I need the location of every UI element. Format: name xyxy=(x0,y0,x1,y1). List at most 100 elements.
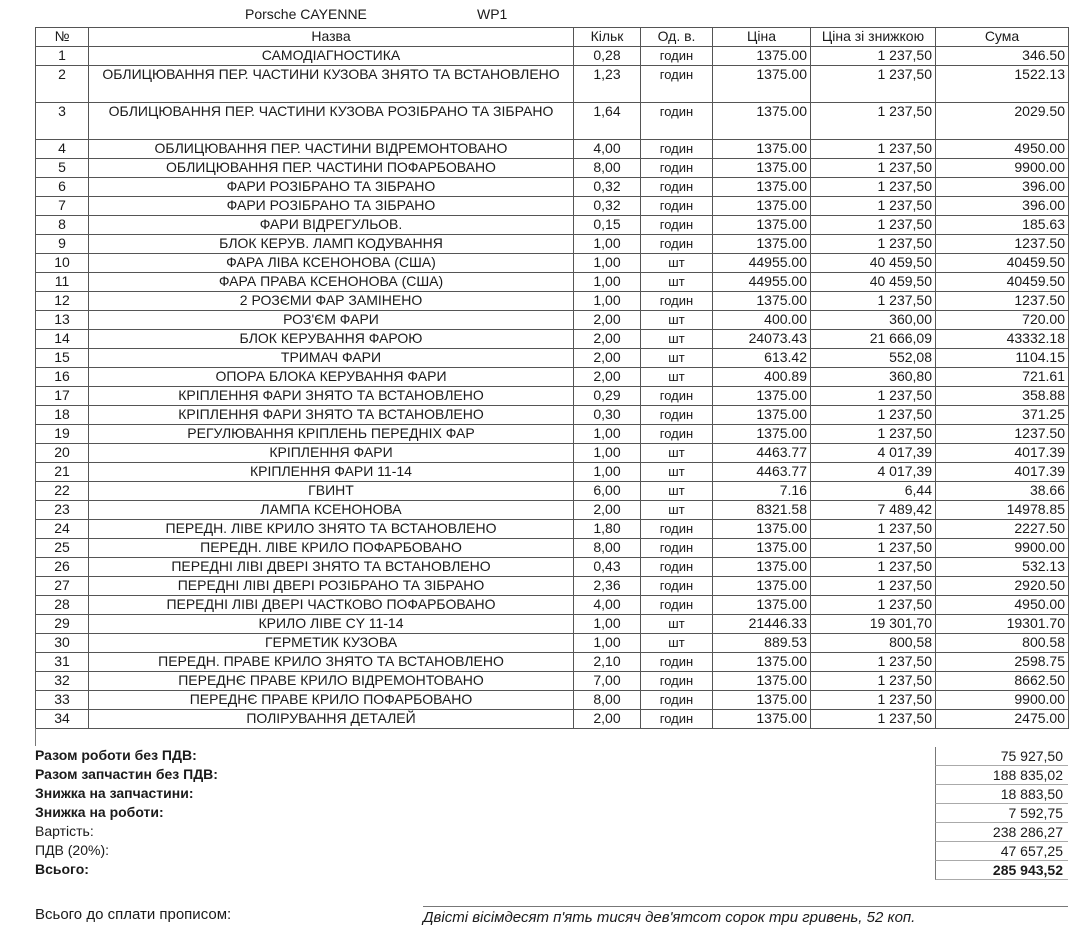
row-number: 23 xyxy=(35,500,89,520)
table-row: 34 ПОЛІРУВАННЯ ДЕТАЛЕЙ 2,00 годин 1375.00 1 2… xyxy=(35,709,1069,729)
quantity: 0,29 xyxy=(573,386,641,406)
unit: годин xyxy=(640,652,713,672)
row-number: 16 xyxy=(35,367,89,387)
unit: шт xyxy=(640,462,713,482)
total-label: Знижка на запчастини: xyxy=(35,785,194,801)
item-name: ПЕРЕДН. ЛІВЕ КРИЛО ЗНЯТО ТА ВСТАНОВЛЕНО xyxy=(88,519,574,539)
quantity: 7,00 xyxy=(573,671,641,691)
table-row: 18 КРІПЛЕННЯ ФАРИ ЗНЯТО ТА ВСТАНОВЛЕНО 0,3… xyxy=(35,405,1069,425)
price: 1375.00 xyxy=(712,690,811,710)
discount-price: 1 237,50 xyxy=(810,215,936,235)
quantity: 4,00 xyxy=(573,139,641,159)
price: 1375.00 xyxy=(712,595,811,615)
sum: 1522.13 xyxy=(935,65,1069,103)
vin-prefix: WP1 xyxy=(477,6,508,22)
total-value: 238 286,27 xyxy=(935,823,1068,842)
sum: 358.88 xyxy=(935,386,1069,406)
discount-price: 1 237,50 xyxy=(810,65,936,103)
col-qty-header: Кільк xyxy=(573,27,641,47)
sum: 396.00 xyxy=(935,196,1069,216)
table-row: 22 ГВИНТ 6,00 шт 7.16 6,44 38.66 xyxy=(35,481,1069,501)
item-name: ГЕРМЕТИК КУЗОВА xyxy=(88,633,574,653)
item-name: ОБЛИЦЮВАННЯ ПЕР. ЧАСТИНИ КУЗОВА РОЗІБРАН… xyxy=(88,102,574,140)
discount-price: 1 237,50 xyxy=(810,557,936,577)
price: 1375.00 xyxy=(712,538,811,558)
price: 21446.33 xyxy=(712,614,811,634)
price: 1375.00 xyxy=(712,234,811,254)
row-number: 19 xyxy=(35,424,89,444)
item-name: БЛОК КЕРУВ. ЛАМП КОДУВАННЯ xyxy=(88,234,574,254)
divider xyxy=(35,728,36,746)
sum: 38.66 xyxy=(935,481,1069,501)
row-number: 7 xyxy=(35,196,89,216)
unit: годин xyxy=(640,690,713,710)
col-name-header: Назва xyxy=(88,27,574,47)
sum: 1237.50 xyxy=(935,234,1069,254)
sum: 346.50 xyxy=(935,46,1069,66)
total-label: Разом запчастин без ПДВ: xyxy=(35,766,218,782)
discount-price: 1 237,50 xyxy=(810,46,936,66)
table-row: 30 ГЕРМЕТИК КУЗОВА 1,00 шт 889.53 800,58 800.5… xyxy=(35,633,1069,653)
row-number: 17 xyxy=(35,386,89,406)
quantity: 2,00 xyxy=(573,329,641,349)
price: 1375.00 xyxy=(712,46,811,66)
sum: 8662.50 xyxy=(935,671,1069,691)
row-number: 21 xyxy=(35,462,89,482)
amount-in-words: Двісті вісімдесят п'ять тисяч дев'ятсот … xyxy=(423,906,1068,926)
unit: шт xyxy=(640,253,713,273)
row-number: 33 xyxy=(35,690,89,710)
row-number: 20 xyxy=(35,443,89,463)
discount-price: 1 237,50 xyxy=(810,709,936,729)
table-row: 20 КРІПЛЕННЯ ФАРИ 1,00 шт 4463.77 4 017,39 401… xyxy=(35,443,1069,463)
table-row: 26 ПЕРЕДНІ ЛІВІ ДВЕРІ ЗНЯТО ТА ВСТАНОВЛЕН… xyxy=(35,557,1069,577)
total-label: Всього: xyxy=(35,861,89,877)
row-number: 12 xyxy=(35,291,89,311)
sum: 2475.00 xyxy=(935,709,1069,729)
table-row: 23 ЛАМПА КСЕНОНОВА 2,00 шт 8321.58 7 489,42 14… xyxy=(35,500,1069,520)
sum: 396.00 xyxy=(935,177,1069,197)
unit: шт xyxy=(640,310,713,330)
discount-price: 1 237,50 xyxy=(810,196,936,216)
discount-price: 1 237,50 xyxy=(810,139,936,159)
price: 1375.00 xyxy=(712,386,811,406)
table-row: 10 ФАРА ЛІВА КСЕНОНОВА (США) 1,00 шт 44955.0… xyxy=(35,253,1069,273)
row-number: 9 xyxy=(35,234,89,254)
table-row: 33 ПЕРЕДНЄ ПРАВЕ КРИЛО ПОФАРБОВАНО 8,00 год… xyxy=(35,690,1069,710)
discount-price: 360,80 xyxy=(810,367,936,387)
table-row: 16 ОПОРА БЛОКА КЕРУВАННЯ ФАРИ 2,00 шт 400.89… xyxy=(35,367,1069,387)
quantity: 1,64 xyxy=(573,102,641,140)
row-number: 6 xyxy=(35,177,89,197)
item-name: ПОЛІРУВАННЯ ДЕТАЛЕЙ xyxy=(88,709,574,729)
price: 1375.00 xyxy=(712,102,811,140)
vehicle-model: Porsche CAYENNE xyxy=(245,6,367,22)
quantity: 2,00 xyxy=(573,500,641,520)
discount-price: 1 237,50 xyxy=(810,102,936,140)
unit: годин xyxy=(640,557,713,577)
price: 1375.00 xyxy=(712,652,811,672)
total-label: Вартість: xyxy=(35,823,94,839)
unit: годин xyxy=(640,424,713,444)
price: 1375.00 xyxy=(712,671,811,691)
price: 44955.00 xyxy=(712,253,811,273)
table-row: 19 РЕГУЛЮВАННЯ КРІПЛЕНЬ ПЕРЕДНІХ ФАР 1,00 г… xyxy=(35,424,1069,444)
price: 1375.00 xyxy=(712,177,811,197)
unit: шт xyxy=(640,272,713,292)
item-name: ФАРИ РОЗІБРАНО ТА ЗІБРАНО xyxy=(88,196,574,216)
row-number: 13 xyxy=(35,310,89,330)
item-name: ГВИНТ xyxy=(88,481,574,501)
unit: годин xyxy=(640,291,713,311)
item-name: БЛОК КЕРУВАННЯ ФАРОЮ xyxy=(88,329,574,349)
total-label: ПДВ (20%): xyxy=(35,842,110,858)
table-row: 24 ПЕРЕДН. ЛІВЕ КРИЛО ЗНЯТО ТА ВСТАНОВЛЕН… xyxy=(35,519,1069,539)
row-number: 1 xyxy=(35,46,89,66)
discount-price: 1 237,50 xyxy=(810,595,936,615)
total-value: 75 927,50 xyxy=(935,747,1068,766)
discount-price: 1 237,50 xyxy=(810,690,936,710)
unit: годин xyxy=(640,595,713,615)
item-name: КРІПЛЕННЯ ФАРИ ЗНЯТО ТА ВСТАНОВЛЕНО xyxy=(88,386,574,406)
quantity: 0,32 xyxy=(573,177,641,197)
col-number-header: № xyxy=(35,27,89,47)
unit: годин xyxy=(640,386,713,406)
unit: годин xyxy=(640,538,713,558)
discount-price: 1 237,50 xyxy=(810,652,936,672)
